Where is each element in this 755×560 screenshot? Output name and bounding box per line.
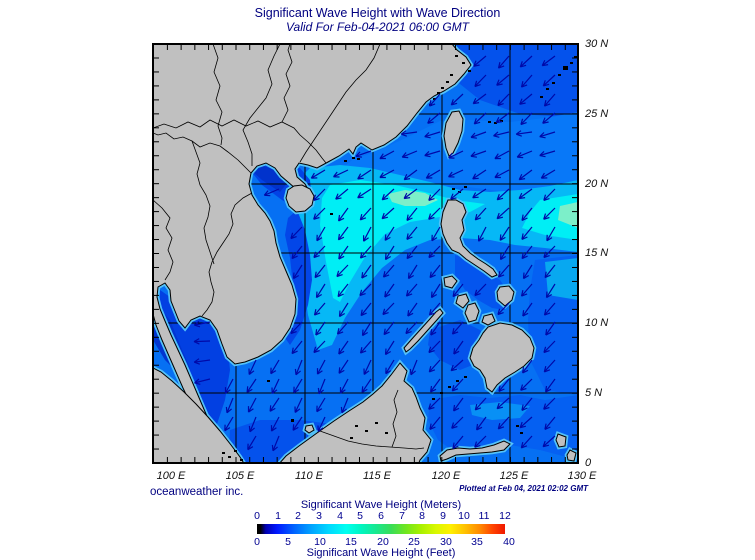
cb-f-tick: 40 — [503, 536, 515, 548]
lat-label-20n: 20 N — [585, 178, 609, 190]
lon-label-120e: 120 E — [431, 470, 461, 482]
cb-m-tick: 10 — [458, 510, 470, 522]
wave-height-colorbar — [257, 524, 505, 534]
cb-m-tick: 11 — [478, 510, 490, 522]
lat-label-0: 0 — [585, 457, 592, 469]
cb-m-tick: 1 — [275, 510, 281, 522]
lat-label-25n: 25 N — [585, 108, 609, 120]
cb-f-tick: 35 — [471, 536, 483, 548]
cb-m-tick: 3 — [316, 510, 322, 522]
cb-m-tick: 5 — [357, 510, 363, 522]
lon-label-125e: 125 E — [499, 470, 529, 482]
cb-m-tick: 8 — [419, 510, 425, 522]
colorbar-title-meters: Significant Wave Height (Meters) — [300, 499, 462, 511]
cb-m-tick: 4 — [337, 510, 343, 522]
plotted-timestamp: Plotted at Feb 04, 2021 02:02 GMT — [459, 484, 588, 493]
cb-m-tick: 7 — [399, 510, 405, 522]
lat-label-15n: 15 N — [585, 247, 609, 259]
cb-m-tick: 6 — [378, 510, 384, 522]
cb-f-tick: 20 — [377, 536, 389, 548]
cb-m-tick: 12 — [499, 510, 511, 522]
lon-label-115e: 115 E — [363, 470, 391, 482]
cb-f-tick: 10 — [314, 536, 326, 548]
cb-f-tick: 0 — [254, 536, 260, 548]
lat-label-30n: 30 N — [585, 38, 609, 50]
cb-f-tick: 30 — [440, 536, 452, 548]
lat-label-5n: 5 N — [585, 387, 603, 399]
cb-f-tick: 25 — [408, 536, 420, 548]
valid-time-subtitle: Valid For Feb-04-2021 06:00 GMT — [286, 20, 469, 34]
cb-m-tick: 2 — [295, 510, 301, 522]
page-title: Significant Wave Height with Wave Direct… — [254, 6, 501, 20]
cb-m-tick: 9 — [440, 510, 446, 522]
cb-f-tick: 15 — [345, 536, 357, 548]
lon-label-130e: 130 E — [567, 470, 597, 482]
oceanweather-credit: oceanweather inc. — [150, 486, 244, 498]
lon-label-110e: 110 E — [295, 470, 323, 482]
colorbar-title-feet: Significant Wave Height (Feet) — [306, 547, 456, 559]
lat-label-10n: 10 N — [585, 317, 609, 329]
lon-label-105e: 105 E — [225, 470, 255, 482]
lon-label-100e: 100 E — [156, 470, 186, 482]
cb-f-tick: 5 — [285, 536, 291, 548]
cb-m-tick: 0 — [254, 510, 260, 522]
